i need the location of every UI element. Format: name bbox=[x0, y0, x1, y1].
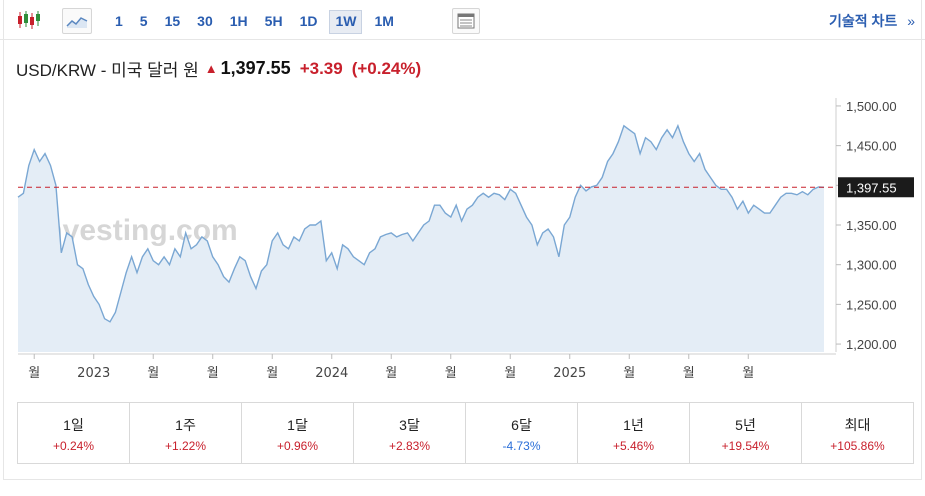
interval-selector: 1 5 15 30 1H 5H 1D 1W 1M bbox=[110, 10, 406, 34]
y-tick-label: 1,500.00 bbox=[846, 99, 897, 114]
interval-1h[interactable]: 1H bbox=[229, 13, 248, 29]
chart-frame bbox=[3, 0, 922, 480]
area-fill bbox=[18, 125, 824, 352]
series-line bbox=[17, 123, 825, 323]
up-arrow-icon: ▲ bbox=[204, 61, 218, 76]
interval-5h[interactable]: 5H bbox=[264, 13, 283, 29]
price-change: +3.39 bbox=[299, 58, 343, 78]
x-tick-label: 월 bbox=[504, 366, 516, 381]
y-tick-label: 1,450.00 bbox=[846, 139, 897, 154]
perf-value: -4.73% bbox=[502, 439, 541, 453]
last-price: 1,397.55 bbox=[220, 58, 291, 78]
perf-value: +19.54% bbox=[721, 439, 770, 453]
x-tick-label: 월 bbox=[147, 366, 159, 381]
instrument-name: USD/KRW - 미국 달러 원 bbox=[16, 61, 199, 80]
x-tick-label: 월 bbox=[742, 366, 754, 381]
perf-value: +2.83% bbox=[388, 439, 431, 453]
interval-30[interactable]: 30 bbox=[197, 13, 213, 29]
x-tick-label: 월 bbox=[623, 366, 635, 381]
perf-cell[interactable]: 최대 +105.86% bbox=[802, 403, 913, 463]
perf-cell[interactable]: 1일 +0.24% bbox=[18, 403, 130, 463]
perf-value: +5.46% bbox=[612, 439, 655, 453]
perf-cell[interactable]: 1주 +1.22% bbox=[130, 403, 242, 463]
perf-label: 6달 bbox=[511, 417, 532, 433]
perf-cell[interactable]: 5년 +19.54% bbox=[690, 403, 802, 463]
perf-value: +1.22% bbox=[164, 439, 207, 453]
technical-chart-link[interactable]: 기술적 차트 » bbox=[829, 11, 915, 31]
price-chart[interactable]: Investing.com 1,200.00 1,250.00 1,300.00 1,3… bbox=[0, 90, 925, 390]
performance-table: 1일 +0.24% 1주 +1.22% 1달 +0.96% 3달 +2.83% … bbox=[17, 402, 914, 464]
chart-toolbar: 1 5 15 30 1H 5H 1D 1W 1M 기술적 차트 » bbox=[0, 0, 925, 40]
perf-label: 1년 bbox=[623, 417, 644, 433]
interval-1m[interactable]: 1M bbox=[374, 13, 394, 29]
x-tick-label: 월 bbox=[683, 366, 695, 381]
interval-1[interactable]: 1 bbox=[115, 13, 123, 29]
perf-value: +105.86% bbox=[830, 439, 885, 453]
table-icon[interactable] bbox=[452, 8, 480, 34]
technical-chart-label: 기술적 차트 bbox=[829, 13, 898, 29]
line-chart-icon[interactable] bbox=[62, 8, 92, 34]
current-price-badge bbox=[838, 177, 914, 198]
x-tick-label: 월 bbox=[266, 366, 278, 381]
perf-value: +0.96% bbox=[276, 439, 319, 453]
y-tick-label: 1,250.00 bbox=[846, 297, 897, 312]
candlestick-icon[interactable] bbox=[14, 8, 44, 32]
perf-cell[interactable]: 6달 -4.73% bbox=[466, 403, 578, 463]
perf-value: +0.24% bbox=[52, 439, 95, 453]
current-price-label: 1,397.55 bbox=[846, 180, 897, 195]
perf-cell[interactable]: 1달 +0.96% bbox=[242, 403, 354, 463]
perf-cell[interactable]: 3달 +2.83% bbox=[354, 403, 466, 463]
x-tick-label: 2025 bbox=[553, 366, 586, 381]
y-tick-label: 1,200.00 bbox=[846, 337, 897, 352]
x-tick-label: 월 bbox=[28, 366, 40, 381]
x-tick-label: 월 bbox=[207, 366, 219, 381]
y-tick-label: 1,300.00 bbox=[846, 258, 897, 273]
perf-label: 5년 bbox=[735, 417, 756, 433]
x-tick-label: 월 bbox=[385, 366, 397, 381]
x-tick-label: 월 bbox=[445, 366, 457, 381]
x-tick-label: 2024 bbox=[315, 366, 348, 381]
double-chevron-icon: » bbox=[907, 13, 915, 29]
interval-15[interactable]: 15 bbox=[164, 13, 181, 29]
perf-label: 최대 bbox=[844, 417, 871, 433]
perf-label: 3달 bbox=[399, 417, 420, 433]
instrument-header: USD/KRW - 미국 달러 원 ▲ 1,397.55 +3.39 (+0.2… bbox=[16, 56, 421, 81]
perf-label: 1일 bbox=[63, 417, 84, 433]
price-change-pct: (+0.24%) bbox=[351, 58, 422, 78]
perf-cell[interactable]: 1년 +5.46% bbox=[578, 403, 690, 463]
perf-label: 1달 bbox=[287, 417, 308, 433]
x-tick-label: 2023 bbox=[77, 366, 110, 381]
chart-canvas: Investing.com1,200.001,250.001,300.001,3… bbox=[17, 98, 914, 381]
interval-5[interactable]: 5 bbox=[139, 13, 148, 29]
interval-1d[interactable]: 1D bbox=[299, 13, 318, 29]
perf-label: 1주 bbox=[175, 417, 196, 433]
y-tick-label: 1,350.00 bbox=[846, 218, 897, 233]
interval-1w[interactable]: 1W bbox=[329, 10, 363, 34]
